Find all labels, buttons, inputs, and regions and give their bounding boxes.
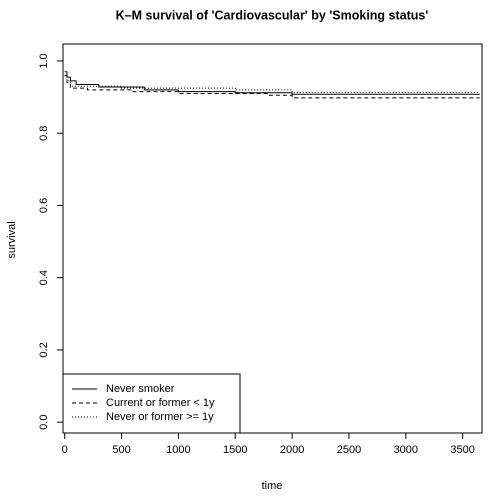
- y-tick-label: 0.6: [38, 198, 50, 213]
- legend-box: [62, 373, 241, 434]
- x-tick-label: 1500: [223, 444, 247, 456]
- x-axis-label: time: [262, 480, 283, 492]
- y-tick-label: 0.4: [38, 270, 50, 285]
- y-axis-label: survival: [6, 221, 18, 258]
- x-tick-label: 0: [62, 444, 68, 456]
- x-tick-label: 3500: [450, 444, 474, 456]
- y-tick-label: 0.8: [38, 126, 50, 141]
- x-tick-label: 500: [112, 444, 130, 456]
- x-tick-label: 2500: [337, 444, 361, 456]
- x-tick-label: 1000: [166, 444, 190, 456]
- x-tick-label: 3000: [394, 444, 418, 456]
- x-tick-label: 2000: [280, 444, 304, 456]
- plot-frame: [62, 43, 483, 434]
- y-tick-label: 0.2: [38, 342, 50, 357]
- survival-line: [64, 74, 480, 93]
- legend-label: Current or former < 1y: [106, 397, 215, 409]
- chart-title: K–M survival of 'Cardiovascular' by 'Smo…: [116, 8, 429, 22]
- survival-line: [64, 71, 480, 95]
- legend-label: Never or former >= 1y: [106, 411, 214, 423]
- y-tick-label: 0.0: [38, 415, 50, 430]
- legend-label: Never smoker: [106, 383, 175, 395]
- y-tick-label: 1.0: [38, 53, 50, 68]
